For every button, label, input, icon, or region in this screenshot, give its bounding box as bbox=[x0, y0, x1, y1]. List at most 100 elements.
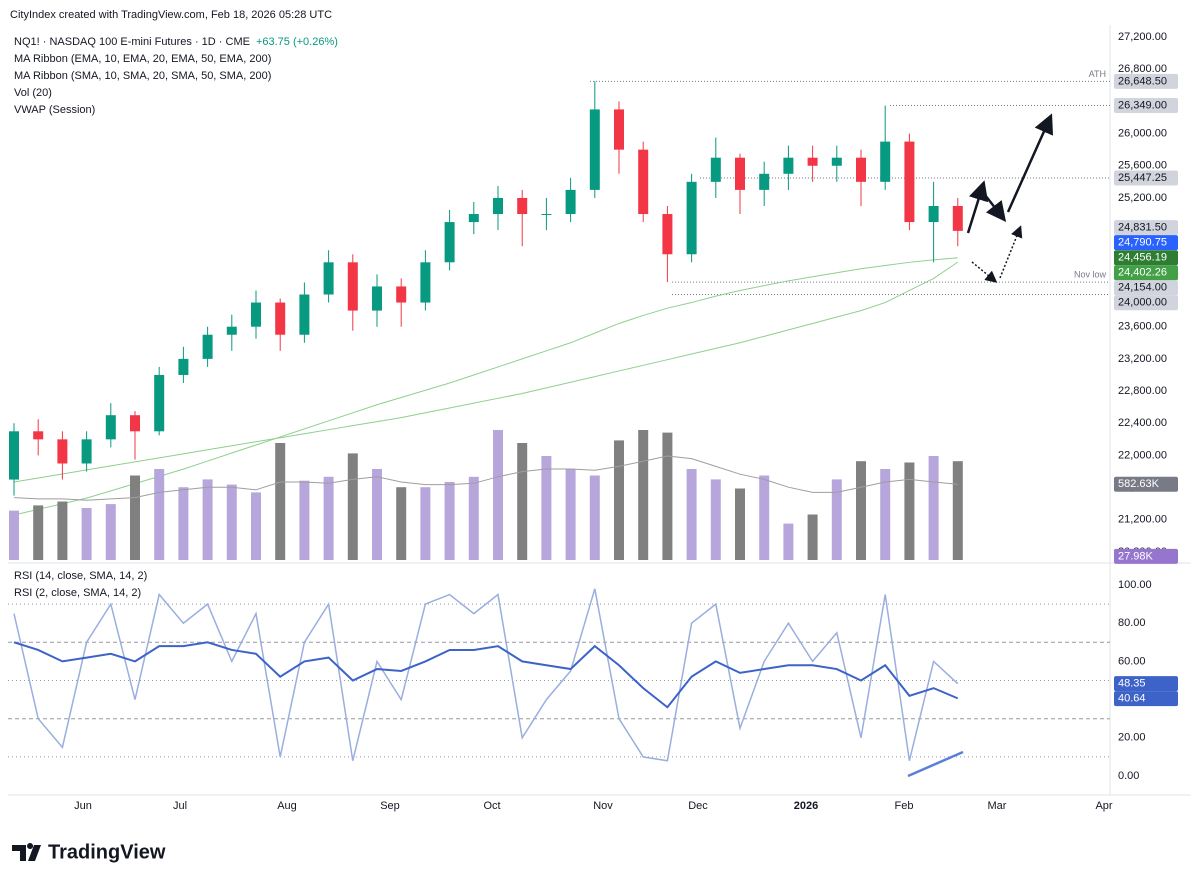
volume-bar bbox=[468, 476, 479, 560]
legend-indicator: MA Ribbon (SMA, 10, SMA, 20, SMA, 50, SM… bbox=[14, 70, 271, 82]
candle-body bbox=[372, 286, 382, 311]
symbol: NQ1! · NASDAQ 100 E-mini Futures · 1D · … bbox=[14, 36, 250, 48]
candle-body bbox=[275, 302, 286, 335]
volume-bar bbox=[154, 469, 165, 560]
candle-body bbox=[662, 214, 673, 255]
rsi-line bbox=[13, 588, 959, 762]
volume-bar bbox=[323, 476, 334, 560]
volume-bar bbox=[589, 475, 600, 560]
price-badge-label: 24,831.50 bbox=[1118, 221, 1167, 233]
candle-body bbox=[81, 439, 92, 464]
moving-average bbox=[13, 257, 958, 516]
candle-body bbox=[565, 189, 576, 215]
candle-body bbox=[468, 214, 479, 223]
x-tick-label: Apr bbox=[1095, 800, 1112, 812]
x-tick-label: Jul bbox=[173, 800, 187, 812]
price-badge-label: 24,000.00 bbox=[1118, 297, 1167, 309]
arrow-dotted bbox=[971, 261, 998, 283]
x-tick-label: Sep bbox=[380, 800, 400, 812]
legend-rsi: RSI (14, close, SMA, 14, 2) bbox=[14, 570, 147, 582]
price-badge-label: 26,648.50 bbox=[1118, 75, 1167, 87]
candle-body bbox=[105, 415, 116, 440]
level-label: Nov low bbox=[1074, 269, 1107, 279]
y-tick-label: 22,000.00 bbox=[1118, 449, 1167, 461]
candle-body bbox=[299, 294, 310, 335]
arrow bbox=[1006, 113, 1054, 213]
price-badge-label: 25,447.25 bbox=[1118, 172, 1167, 184]
credit: CityIndex created with TradingView.com, … bbox=[10, 9, 332, 21]
price-badge bbox=[1114, 295, 1178, 311]
volume-bar bbox=[783, 523, 794, 560]
price-badge bbox=[1114, 676, 1178, 692]
volume-bar bbox=[372, 469, 382, 560]
rsi-line bbox=[13, 641, 959, 709]
candle-body bbox=[154, 374, 165, 432]
moving-average bbox=[13, 261, 959, 483]
volume-bar bbox=[856, 461, 866, 560]
candle-body bbox=[57, 439, 68, 464]
volume-bar bbox=[347, 453, 358, 560]
arrow bbox=[966, 180, 989, 234]
drawings bbox=[907, 113, 1054, 778]
brand: TradingView bbox=[48, 841, 166, 863]
logo-mark bbox=[12, 843, 41, 861]
y-tick-label: 22,400.00 bbox=[1118, 417, 1167, 429]
y-tick-label: 100.00 bbox=[1118, 579, 1152, 591]
y-tick-label: 26,800.00 bbox=[1118, 63, 1167, 75]
x-tick-label: Oct bbox=[483, 800, 500, 812]
volume-bar bbox=[541, 456, 552, 560]
y-tick-label: 0.00 bbox=[1118, 770, 1139, 782]
candle-body bbox=[178, 358, 189, 375]
candle-body bbox=[420, 262, 431, 303]
volume-bar bbox=[420, 487, 431, 560]
candle-body bbox=[251, 302, 261, 327]
volume-bar bbox=[904, 462, 915, 560]
price-badge bbox=[1114, 170, 1178, 186]
price-badge-label: 24,154.00 bbox=[1118, 282, 1167, 294]
candle-body bbox=[33, 431, 44, 440]
change: +63.75 (+0.26%) bbox=[256, 36, 338, 48]
y-tick-label: 20.00 bbox=[1118, 732, 1146, 744]
volume-bar bbox=[299, 480, 310, 560]
candle-body bbox=[396, 286, 407, 303]
volume-bar bbox=[178, 487, 189, 560]
legend-indicator: VWAP (Session) bbox=[14, 104, 95, 116]
x-tick-label: Dec bbox=[688, 800, 708, 812]
volume-bar bbox=[807, 514, 818, 560]
candle-body bbox=[952, 205, 963, 231]
y-tick-label: 26,000.00 bbox=[1118, 127, 1167, 139]
y-tick-label: 80.00 bbox=[1118, 617, 1146, 629]
price-badge bbox=[1114, 73, 1178, 89]
logo: TradingView bbox=[12, 841, 166, 863]
price-badge bbox=[1114, 280, 1178, 296]
y-tick-label: 23,200.00 bbox=[1118, 353, 1167, 365]
price-badge bbox=[1114, 548, 1178, 564]
x-tick-label: 2026 bbox=[794, 800, 818, 812]
y-tick-label: 22,800.00 bbox=[1118, 385, 1167, 397]
volume-bar bbox=[493, 430, 503, 560]
candle-body bbox=[130, 415, 140, 432]
candle-body bbox=[880, 141, 891, 182]
candle-body bbox=[783, 157, 794, 174]
candle-body bbox=[686, 181, 697, 255]
y-tick-label: 60.00 bbox=[1118, 655, 1146, 667]
volume-bar bbox=[275, 443, 286, 560]
candle-body bbox=[541, 214, 552, 216]
candle-body bbox=[831, 157, 842, 166]
price-badge bbox=[1114, 250, 1178, 266]
price-badge bbox=[1114, 235, 1178, 251]
trend-line bbox=[907, 750, 964, 778]
candle-body bbox=[347, 262, 358, 311]
price-badge-label: 26,349.00 bbox=[1118, 99, 1167, 111]
candle-body bbox=[9, 431, 19, 480]
candle-body bbox=[807, 157, 818, 166]
x-tick-label: Feb bbox=[895, 800, 914, 812]
volume-bar bbox=[662, 432, 673, 560]
price-badge-label: 582.63K bbox=[1118, 478, 1160, 490]
candle-body bbox=[589, 109, 600, 190]
volume-bar bbox=[759, 475, 770, 560]
candle-body bbox=[614, 109, 624, 150]
volume-bar bbox=[33, 505, 44, 560]
volume-bar bbox=[57, 501, 68, 560]
